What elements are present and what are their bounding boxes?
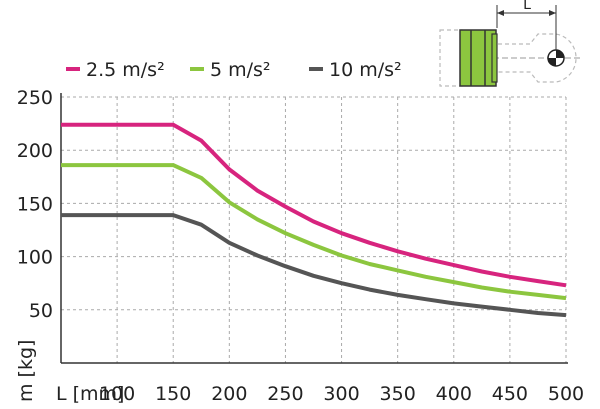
x-tick-label: 250 [267,383,303,405]
x-tick-label: 450 [492,383,528,405]
x-tick-label: 200 [211,383,247,405]
x-axis-label: L [mm] [56,383,124,405]
legend-label-2: 10 m/s² [329,59,402,81]
x-tick-label: 400 [436,383,472,405]
series-lines [61,122,567,318]
x-tick-label: 500 [548,383,584,405]
legend: 2.5 m/s² 5 m/s² 10 m/s² [66,59,402,81]
series-line-2 [61,213,567,318]
series-line-0 [61,122,567,288]
y-tick-label: 250 [17,87,53,109]
grid-lines [61,96,567,363]
x-tick-label: 100 [99,383,135,405]
y-tick-label: 50 [29,300,53,322]
y-tick-label: 200 [17,140,53,162]
dimension-label: L [523,0,531,13]
x-tick-label: 350 [380,383,416,405]
axes [60,93,568,364]
legend-label-1: 5 m/s² [210,59,271,81]
y-axis-label: m [kg] [15,340,37,402]
x-tick-label: 150 [155,383,191,405]
legend-label-0: 2.5 m/s² [86,59,165,81]
tick-labels: 50 100 150 200 250 100 150 200 250 300 350 400 450 50… [17,87,584,405]
series-line-1 [61,163,567,301]
x-tick-label: 300 [323,383,359,405]
gripper-schematic-icon [439,5,580,87]
y-tick-label: 150 [17,193,53,215]
y-tick-label: 100 [17,247,53,269]
